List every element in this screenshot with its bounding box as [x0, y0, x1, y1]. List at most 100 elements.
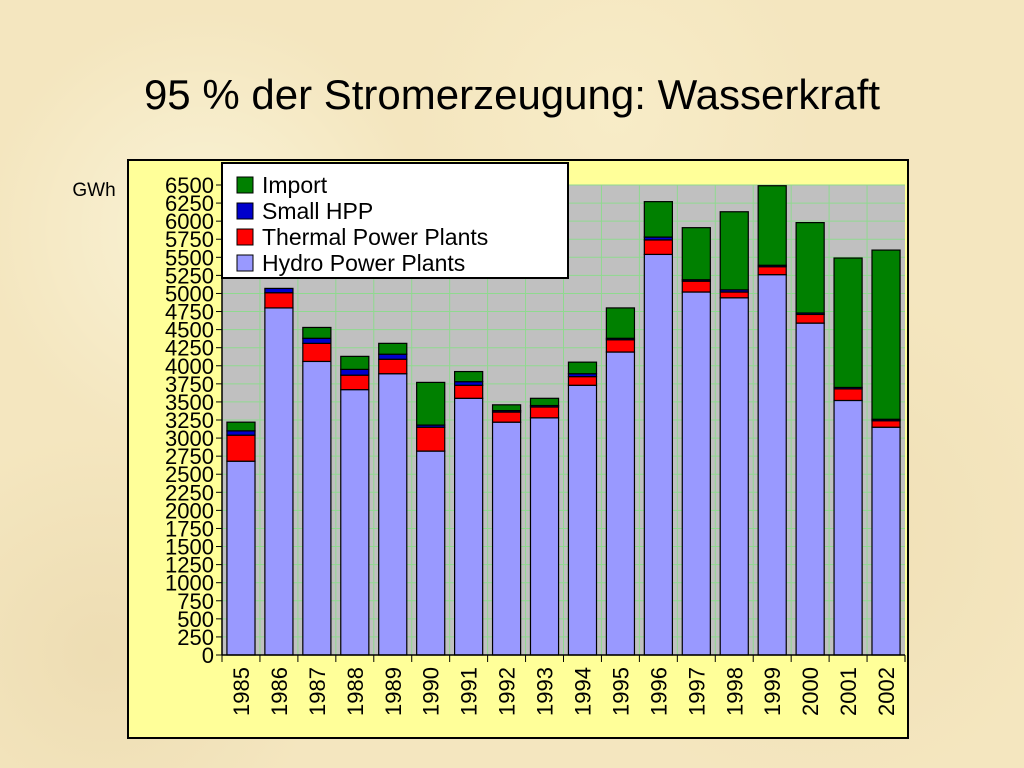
y-tick-label: 6000 [165, 209, 214, 234]
bar-import-1988 [340, 355, 370, 370]
bar-thermal-power-plants-1985 [226, 434, 256, 462]
bar-import-1992 [491, 404, 522, 412]
bar-import-1991 [453, 370, 484, 383]
y-tick-label: 500 [177, 607, 214, 632]
y-tick-label: 250 [177, 625, 214, 650]
bar-import-1987 [302, 326, 332, 339]
x-tick-label: 2000 [798, 667, 823, 716]
bar-thermal-power-plants-1987 [302, 342, 332, 363]
bar-import-1990 [416, 381, 446, 426]
y-tick-label: 5250 [165, 263, 214, 288]
legend-box [221, 162, 569, 279]
y-tick-label: 4500 [165, 318, 214, 343]
y-tick-label: 4750 [165, 300, 214, 325]
bar-hydro-power-plants-1987 [302, 360, 332, 656]
x-tick-label: 1995 [608, 667, 633, 716]
legend-swatch [236, 202, 254, 220]
bar-thermal-power-plants-1990 [416, 426, 446, 452]
bar-thermal-power-plants-2002 [871, 420, 901, 428]
bar-hydro-power-plants-1996 [643, 253, 674, 656]
x-tick-label: 1998 [722, 667, 747, 716]
bar-thermal-power-plants-1998 [719, 291, 749, 299]
x-tick-label: 2002 [874, 667, 899, 716]
bar-hydro-power-plants-2001 [833, 399, 863, 656]
bar-thermal-power-plants-1991 [453, 384, 484, 399]
bar-hydro-power-plants-2000 [795, 322, 825, 656]
y-tick-label: 1750 [165, 516, 214, 541]
bar-small-hpp-1987 [302, 337, 332, 344]
bar-import-1989 [378, 342, 408, 355]
y-tick-label: 6500 [165, 173, 214, 198]
bar-thermal-power-plants-1993 [529, 406, 560, 419]
bar-import-1994 [567, 361, 598, 375]
y-tick-label: 6250 [165, 191, 214, 216]
bar-hydro-power-plants-1991 [453, 397, 484, 656]
y-tick-label: 4250 [165, 336, 214, 361]
bar-hydro-power-plants-1995 [605, 351, 636, 656]
x-tick-label: 1986 [267, 667, 292, 716]
x-tick-label: 1991 [457, 667, 482, 716]
x-tick-label: 2001 [836, 667, 861, 716]
bar-hydro-power-plants-1989 [378, 373, 408, 656]
bar-small-hpp-1989 [378, 353, 408, 360]
x-tick-label: 1994 [570, 667, 595, 716]
bar-hydro-power-plants-1994 [567, 384, 598, 656]
y-tick-label: 3000 [165, 426, 214, 451]
bar-thermal-power-plants-2000 [795, 313, 825, 324]
x-tick-label: 1993 [533, 667, 558, 716]
bar-import-1999 [757, 185, 787, 266]
bar-import-1993 [529, 397, 560, 407]
y-tick-label: 2750 [165, 444, 214, 469]
bar-import-2001 [833, 257, 863, 389]
bar-thermal-power-plants-1999 [757, 266, 787, 276]
bar-thermal-power-plants-1986 [264, 292, 294, 309]
bar-hydro-power-plants-1999 [757, 274, 787, 656]
y-tick-label: 5750 [165, 227, 214, 252]
legend-entry: Hydro Power Plants [262, 250, 465, 276]
bar-hydro-power-plants-2002 [871, 426, 901, 656]
bar-hydro-power-plants-1985 [226, 460, 256, 656]
y-tick-label: 5500 [165, 245, 214, 270]
y-tick-label: 2500 [165, 462, 214, 487]
bar-thermal-power-plants-1988 [340, 374, 370, 391]
x-tick-label: 1989 [381, 667, 406, 716]
bar-thermal-power-plants-1995 [605, 339, 636, 353]
y-tick-label: 1250 [165, 553, 214, 578]
bar-hydro-power-plants-1986 [264, 307, 294, 656]
bar-import-2002 [871, 249, 901, 420]
bar-thermal-power-plants-1989 [378, 358, 408, 375]
y-tick-label: 2000 [165, 498, 214, 523]
legend-swatch [236, 176, 254, 194]
legend-entry: Small HPP [262, 198, 373, 224]
x-tick-label: 1996 [646, 667, 671, 716]
y-tick-label: 5000 [165, 281, 214, 306]
bar-thermal-power-plants-1997 [681, 280, 711, 293]
bar-thermal-power-plants-1996 [643, 239, 674, 256]
bar-hydro-power-plants-1992 [491, 421, 522, 656]
x-tick-label: 1999 [760, 667, 785, 716]
y-tick-label: 3250 [165, 408, 214, 433]
legend-entry: Thermal Power Plants [262, 224, 488, 250]
x-tick-label: 1990 [419, 667, 444, 716]
x-tick-label: 1985 [229, 667, 254, 716]
y-tick-label: 750 [177, 589, 214, 614]
bar-small-hpp-1988 [340, 368, 370, 376]
bar-small-hpp-1986 [264, 287, 294, 294]
legend-swatch [236, 228, 254, 246]
bar-import-1995 [605, 307, 636, 339]
bar-thermal-power-plants-1992 [491, 411, 522, 423]
bar-import-1996 [643, 201, 674, 238]
bar-hydro-power-plants-1998 [719, 297, 749, 656]
y-tick-label: 0 [202, 643, 214, 668]
bar-import-1985 [226, 421, 256, 432]
y-axis-label: GWh [72, 180, 115, 201]
slide-title: 95 % der Stromerzeugung: Wasserkraft [143, 71, 881, 118]
bar-hydro-power-plants-1993 [529, 417, 560, 656]
y-tick-label: 1500 [165, 535, 214, 560]
bar-small-hpp-1985 [226, 430, 256, 436]
bar-thermal-power-plants-2001 [833, 388, 863, 402]
y-tick-label: 2250 [165, 480, 214, 505]
legend-swatch [236, 254, 254, 272]
bar-import-1997 [681, 227, 711, 281]
